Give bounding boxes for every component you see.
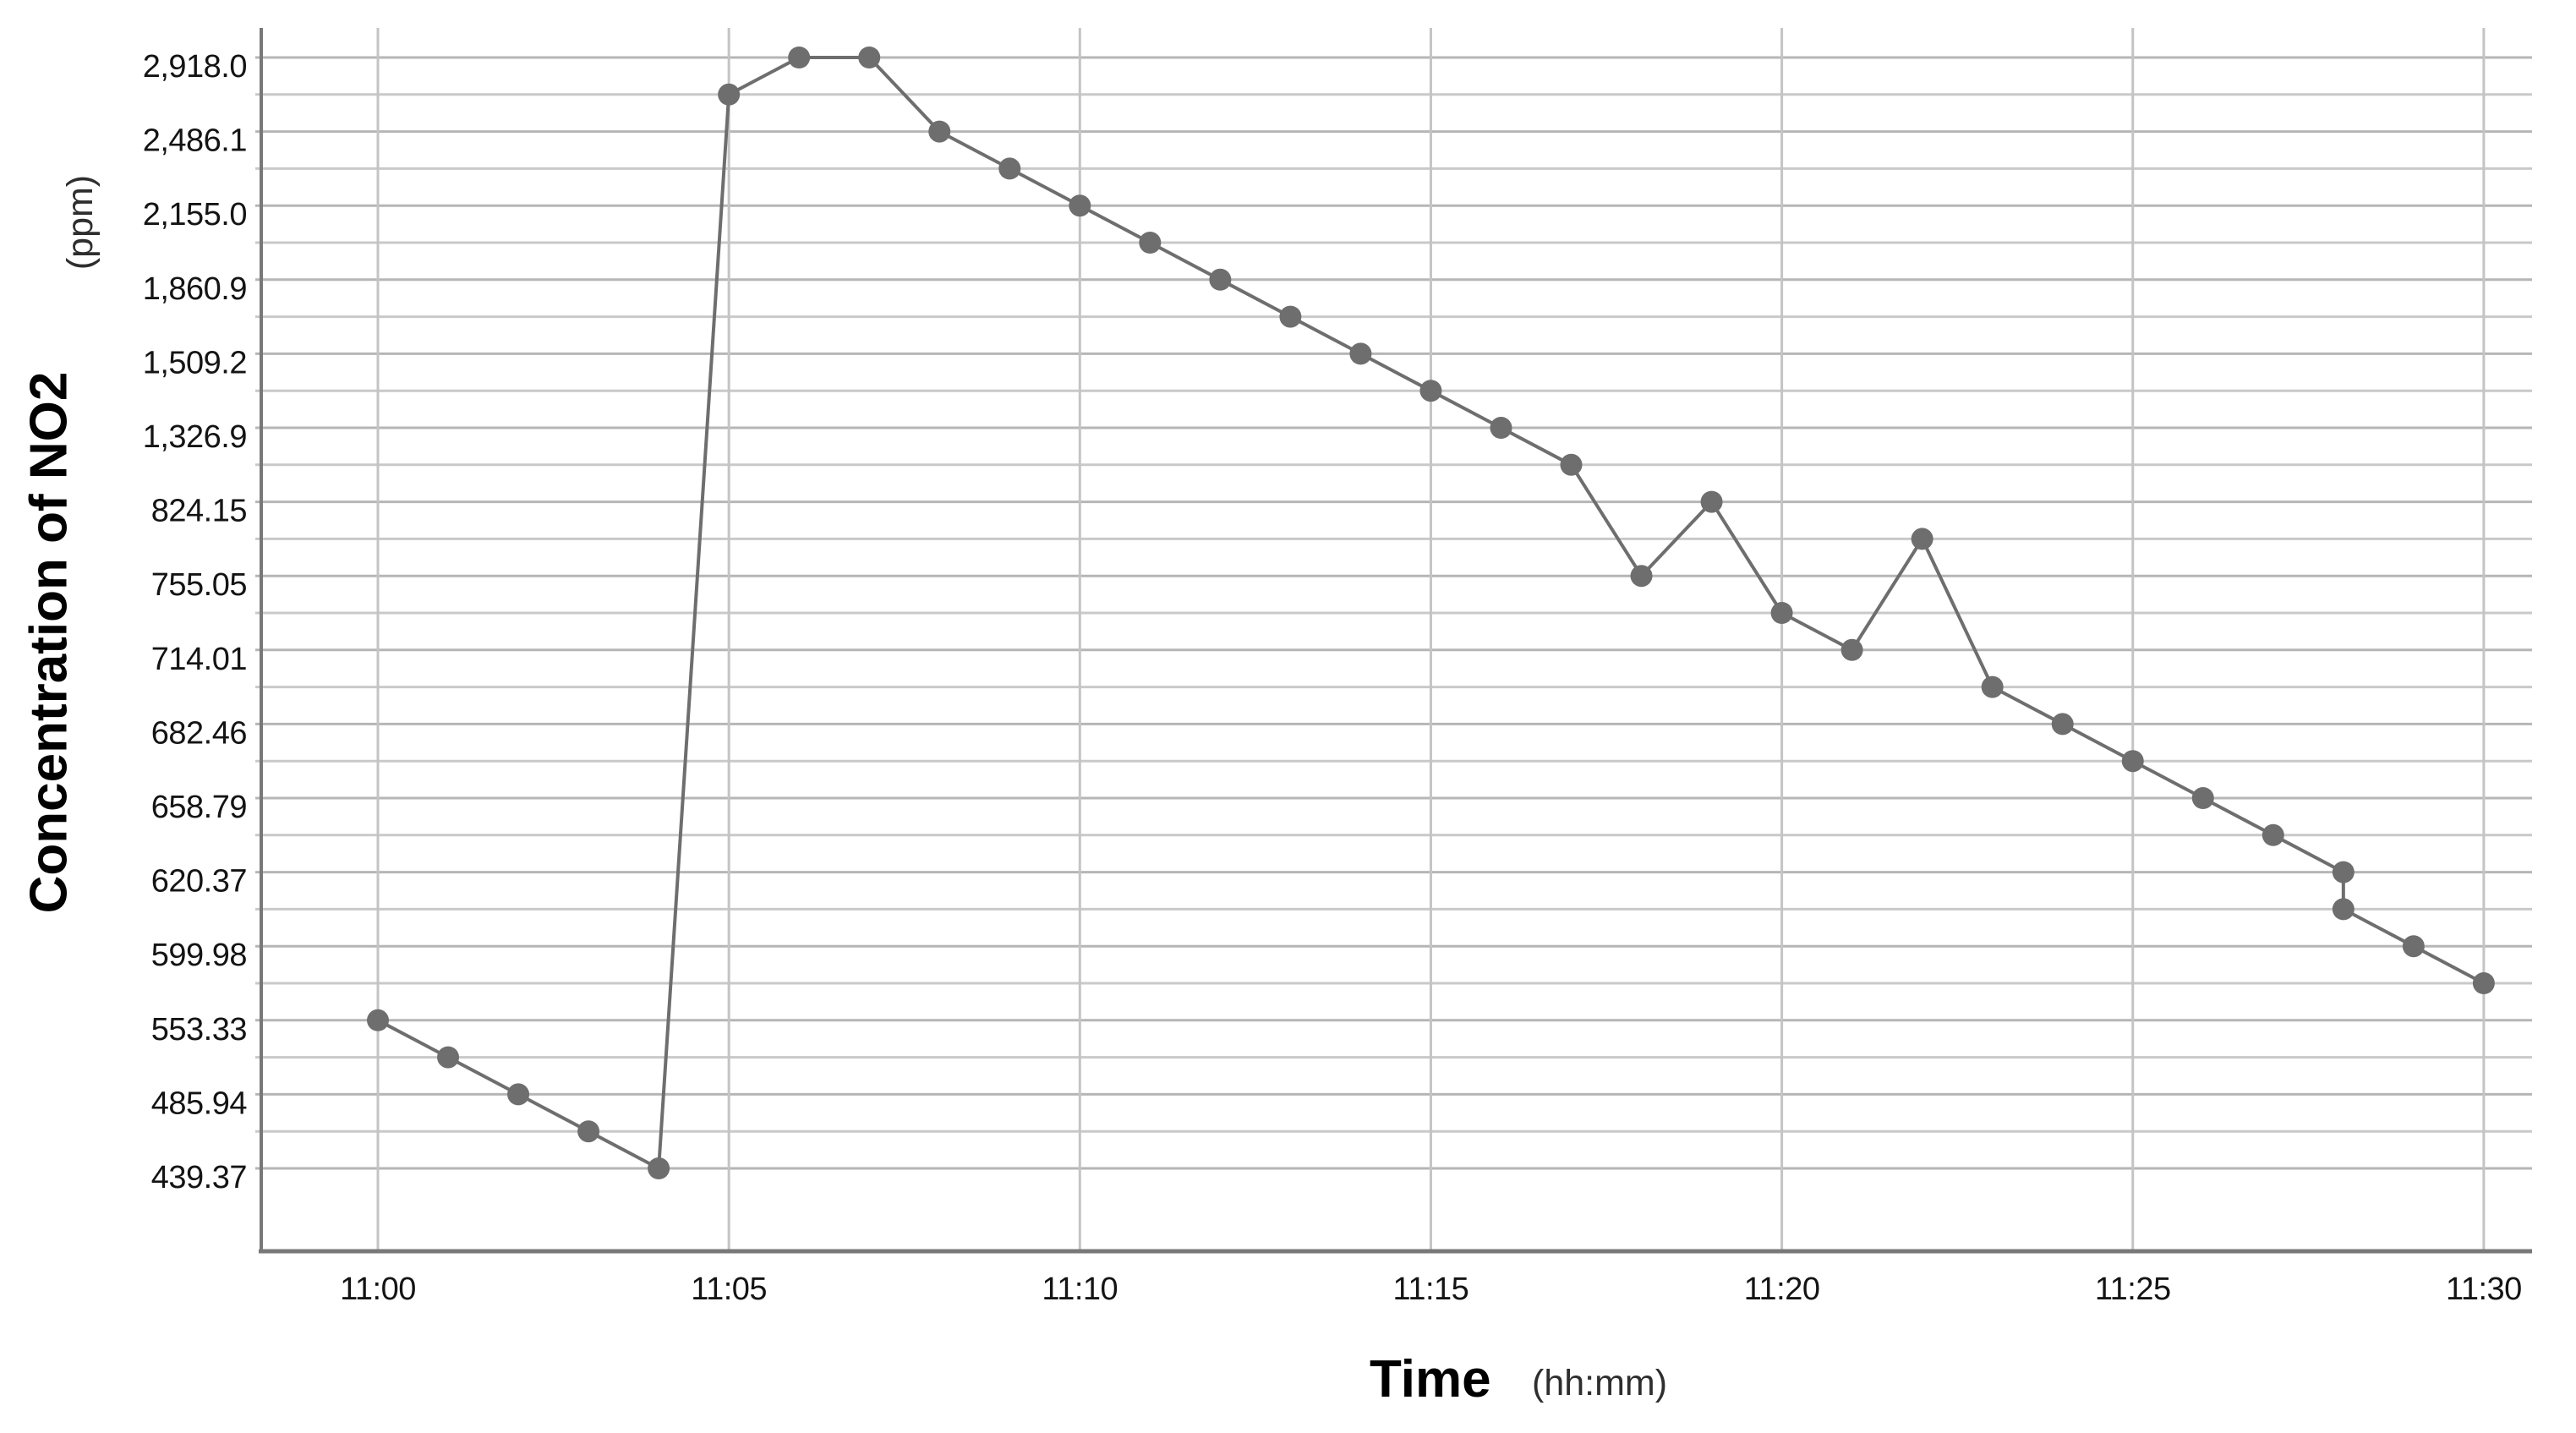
y-tick-label: 2,486.1	[143, 123, 247, 159]
x-tick-label: 11:30	[2446, 1272, 2522, 1307]
axes	[259, 28, 2532, 1254]
v-gridlines	[376, 28, 2486, 1251]
x-tick-label: 11:10	[1042, 1272, 1118, 1307]
x-tick-label: 11:15	[1393, 1272, 1469, 1307]
data-point	[1139, 232, 1162, 254]
y-tick-label: 1,509.2	[143, 345, 247, 380]
y-tick-label: 658.79	[151, 790, 247, 825]
y-tick-label: 553.33	[151, 1012, 247, 1047]
x-tick-label: 11:05	[691, 1272, 767, 1307]
y-tick-label: 2,918.0	[143, 49, 247, 85]
y-tick-label: 682.46	[151, 715, 247, 751]
x-tick-labels: 11:00 11:05 11:10 11:15 11:20 11:25 11:30	[340, 1272, 2522, 1307]
data-point	[2051, 713, 2074, 736]
data-point	[2121, 750, 2144, 773]
data-point	[577, 1120, 600, 1143]
data-point	[1069, 194, 1091, 217]
series-group	[367, 46, 2495, 1179]
h-gridlines	[255, 56, 2532, 1170]
data-point	[1630, 565, 1653, 588]
y-tick-label: 485.94	[151, 1086, 248, 1121]
data-point	[1419, 380, 1442, 402]
y-tick-label: 1,326.9	[143, 419, 247, 455]
data-point	[1560, 453, 1583, 476]
y-tick-label: 620.37	[151, 864, 247, 900]
data-point	[437, 1046, 460, 1069]
y-tick-label: 1,860.9	[143, 271, 247, 307]
data-point	[2191, 787, 2214, 809]
data-point	[1981, 675, 2004, 698]
data-point	[2402, 935, 2425, 958]
series-line	[377, 56, 2485, 1170]
x-tick-label: 11:00	[340, 1272, 416, 1307]
data-point	[1209, 268, 1232, 291]
data-point	[1770, 602, 1793, 624]
x-tick-label: 11:20	[1744, 1272, 1820, 1307]
data-point	[2332, 861, 2354, 883]
data-point	[1349, 342, 1372, 365]
data-point	[1700, 490, 1723, 513]
data-point	[2472, 972, 2495, 994]
y-tick-labels: 2,918.0 2,486.1 2,155.0 1,860.9 1,509.2 1,326…	[143, 49, 248, 1195]
x-tick-label: 11:25	[2095, 1272, 2171, 1307]
data-point	[998, 157, 1021, 180]
y-tick-label: 824.15	[151, 494, 247, 529]
data-point	[718, 83, 741, 106]
data-point	[507, 1083, 530, 1106]
x-axis-unit-label: (hh:mm)	[1532, 1363, 1667, 1403]
y-tick-label: 755.05	[151, 567, 247, 603]
data-point	[858, 46, 881, 68]
y-tick-label: 2,155.0	[143, 197, 247, 232]
data-point	[1911, 528, 1933, 550]
data-point	[367, 1009, 389, 1031]
y-tick-label: 599.98	[151, 938, 247, 973]
data-point	[1279, 305, 1302, 328]
data-point	[2262, 823, 2284, 846]
data-point	[1490, 417, 1512, 439]
y-tick-label: 714.01	[151, 642, 247, 677]
y-axis-title: Concentration of NO2	[20, 372, 79, 914]
data-point	[648, 1157, 670, 1179]
y-axis-unit-label: (ppm)	[60, 175, 101, 270]
data-point	[2332, 898, 2354, 921]
x-axis-title: Time	[1370, 1350, 1491, 1408]
data-point	[1840, 638, 1863, 661]
data-point	[788, 46, 811, 68]
y-tick-label: 439.37	[151, 1160, 247, 1195]
data-point	[928, 120, 951, 143]
